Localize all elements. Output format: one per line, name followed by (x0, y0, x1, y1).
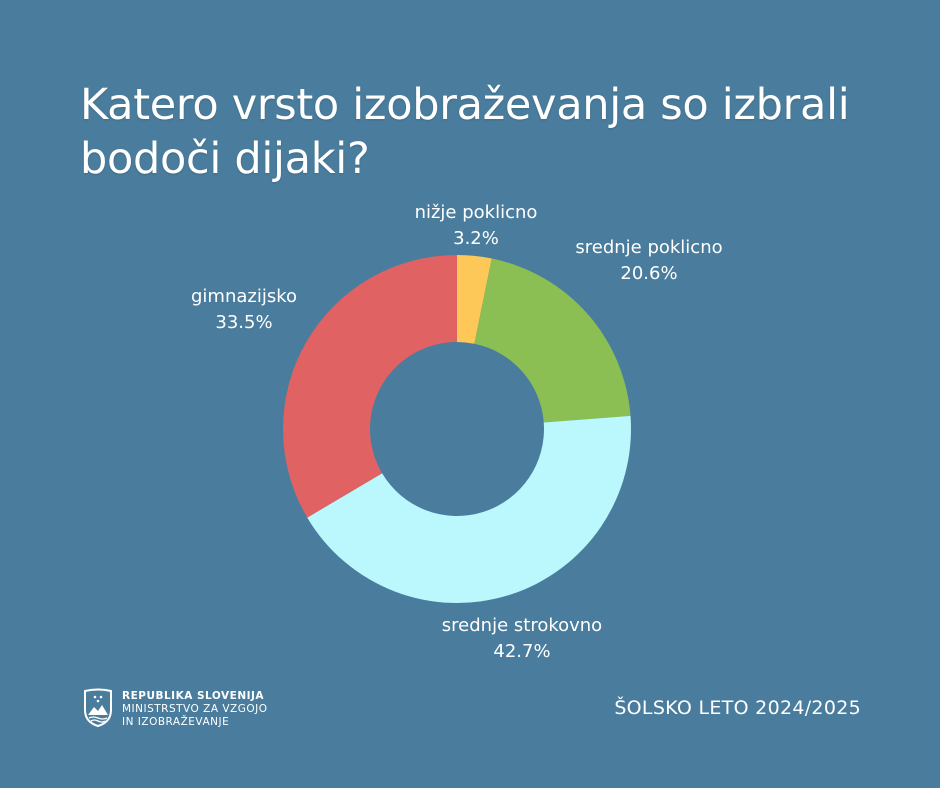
logo-line-2: MINISTRSTVO ZA VZGOJO (122, 703, 268, 715)
label-value: 3.2% (453, 228, 499, 249)
donut-slice-gimnazijsko (283, 255, 457, 518)
label-gimnazijsko: gimnazijsko 33.5% (191, 284, 297, 336)
donut-slice-nižje-poklicno (457, 255, 492, 344)
label-srednje-poklicno: srednje poklicno 20.6% (575, 235, 722, 287)
school-year: ŠOLSKO LETO 2024/2025 (614, 697, 861, 719)
ministry-logo: REPUBLIKA SLOVENIJA MINISTRSTVO ZA VZGOJ… (82, 688, 268, 729)
chart-title: Katero vrsto izobraževanja so izbrali bo… (80, 78, 900, 186)
label-value: 33.5% (215, 312, 273, 333)
chart-title-line1: Katero vrsto izobraževanja so izbrali (80, 80, 850, 130)
label-nizje-poklicno: nižje poklicno 3.2% (415, 200, 538, 252)
logo-line-1: REPUBLIKA SLOVENIJA (122, 690, 265, 702)
label-name: srednje poklicno (575, 237, 723, 258)
label-value: 20.6% (620, 263, 678, 284)
label-srednje-strokovno: srednje strokovno 42.7% (442, 613, 602, 665)
donut-slice-srednje-poklicno (474, 258, 631, 423)
donut-slice-srednje-strokovno (307, 415, 631, 603)
label-name: srednje strokovno (441, 615, 603, 636)
coat-of-arms-icon (84, 688, 112, 728)
label-name: gimnazijsko (190, 286, 298, 307)
logo-line-3: IN IZOBRAŽEVANJE (122, 716, 230, 728)
chart-title-line2: bodoči dijaki? (80, 134, 370, 184)
label-name: nižje poklicno (414, 202, 538, 223)
label-value: 42.7% (493, 641, 551, 662)
